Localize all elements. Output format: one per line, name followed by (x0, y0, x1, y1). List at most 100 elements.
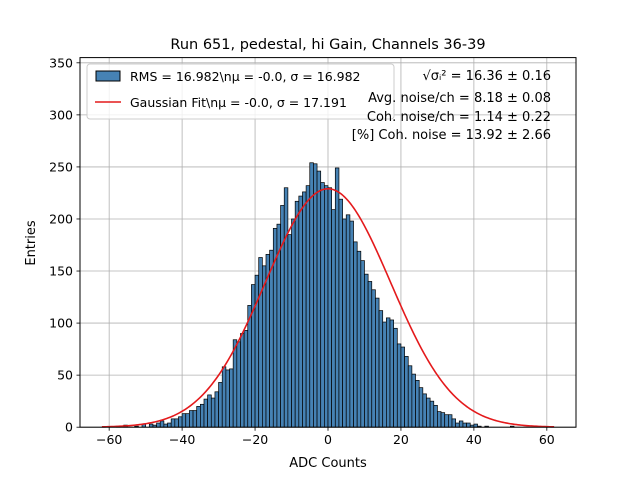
histogram-bar (185, 413, 190, 428)
x-tick-label: 20 (393, 432, 409, 447)
histogram-bar (200, 403, 205, 428)
histogram-bar (229, 368, 234, 428)
annotation-sigma-sum: √σᵢ² = 16.36 ± 0.16 (422, 69, 551, 84)
histogram-bar (280, 205, 285, 428)
histogram-bar (353, 241, 358, 428)
annotation-avg-noise: Avg. noise/ch = 8.18 ± 0.08 (368, 91, 551, 106)
histogram-bar (269, 249, 274, 428)
histogram-bar (382, 321, 387, 428)
histogram-bar (458, 420, 464, 428)
legend: RMS = 16.982\nμ = -0.0, σ = 16.982 Gauss… (86, 63, 395, 120)
histogram-bar (218, 382, 223, 428)
axis-ticks: −60 −40 −20 0 20 40 60 0 50 100 150 200 250 300 350 (49, 55, 555, 447)
histogram-bar (240, 333, 245, 428)
histogram-bar (305, 185, 311, 428)
histogram-bar (437, 411, 442, 428)
histogram-bar (159, 420, 165, 428)
legend-label-fit: Gaussian Fit\nμ = -0.0, σ = 17.191 (130, 95, 347, 110)
y-tick-label: 350 (49, 55, 73, 70)
histogram-bar (283, 187, 289, 428)
histogram-bar (466, 422, 471, 428)
histogram-bar (221, 366, 227, 428)
legend-box (86, 63, 395, 120)
histogram-bar (364, 273, 369, 428)
histogram-bar (407, 365, 413, 428)
histogram-bar (178, 416, 183, 428)
histogram-bar (386, 317, 391, 428)
y-tick-label: 250 (49, 159, 73, 174)
histogram-bar (448, 414, 453, 428)
histogram-bar (313, 163, 318, 428)
histogram-bar (181, 413, 187, 428)
histogram-bar (396, 343, 402, 428)
annotation-coh-noise-percent: [%] Coh. noise = 13.92 ± 2.66 (352, 128, 551, 143)
histogram-bar (192, 410, 198, 428)
histogram-bar (189, 410, 194, 428)
histogram-bar (232, 339, 238, 428)
annotation-coh-noise: Coh. noise/ch = 1.14 ± 0.22 (367, 110, 551, 125)
histogram-bar (415, 379, 420, 428)
legend-patch-histogram (95, 70, 121, 82)
histogram-bar (298, 195, 303, 428)
histogram-bar (327, 187, 332, 428)
histogram-bar (316, 170, 322, 428)
histogram-bar (345, 214, 351, 428)
histogram-bar (455, 422, 460, 428)
histogram-bar (429, 400, 435, 428)
chart-title: Run 651, pedestal, hi Gain, Channels 36-… (170, 37, 485, 53)
histogram-bar (444, 414, 449, 428)
histogram-bar (400, 346, 405, 428)
histogram-bar (334, 167, 340, 428)
noise-annotations: √σᵢ² = 16.36 ± 0.16 Avg. noise/ch = 8.18… (352, 69, 551, 143)
legend-label-histogram: RMS = 16.982\nμ = -0.0, σ = 16.982 (130, 69, 361, 84)
histogram-bar (367, 281, 373, 428)
histogram-bar (214, 391, 219, 428)
histogram-bar (404, 356, 409, 428)
histogram-bar (342, 218, 347, 428)
histogram-bar (196, 406, 201, 428)
y-tick-label: 0 (65, 420, 73, 435)
histogram-bar (207, 394, 212, 428)
histogram-bar (156, 422, 161, 428)
histogram-bar (331, 209, 336, 428)
histogram-bar (426, 397, 431, 428)
y-tick-label: 200 (49, 211, 73, 226)
histogram-bar (170, 418, 176, 428)
x-tick-label: 60 (539, 432, 555, 447)
histogram-bar (375, 297, 380, 428)
histogram-bar (411, 373, 416, 428)
histogram-bar (324, 185, 329, 428)
histogram-bar (291, 218, 296, 428)
histogram-bar (451, 418, 456, 428)
histogram-bar (440, 412, 446, 428)
x-tick-label: 0 (324, 432, 332, 447)
x-tick-label: −20 (242, 432, 268, 447)
histogram-bar (167, 422, 172, 428)
histogram-bar (247, 305, 252, 428)
histogram-bar (389, 319, 394, 428)
histogram-bar (320, 182, 325, 428)
histogram-bar (210, 397, 216, 428)
histogram-bar (236, 341, 241, 428)
histogram-bar (422, 393, 427, 428)
histogram-bar (349, 220, 354, 428)
histogram-bar (378, 310, 384, 428)
histogram-bar (203, 398, 208, 428)
histogram-bar (393, 327, 398, 428)
histogram-bar (309, 162, 314, 428)
histogram-bar (294, 200, 300, 428)
histogram-bar (225, 369, 230, 428)
y-tick-label: 300 (49, 107, 73, 122)
y-axis-label: Entries (24, 220, 39, 266)
gaussian-fit-line (101, 187, 555, 428)
x-tick-label: 40 (466, 432, 482, 447)
y-tick-label: 50 (57, 368, 73, 383)
histogram-bar (462, 422, 467, 428)
histogram-bar (287, 234, 292, 428)
histogram-bar (258, 257, 263, 428)
histogram-bar (243, 330, 249, 428)
histogram-bar (356, 250, 362, 428)
x-tick-label: −40 (169, 432, 195, 447)
histogram-bar (371, 289, 376, 428)
